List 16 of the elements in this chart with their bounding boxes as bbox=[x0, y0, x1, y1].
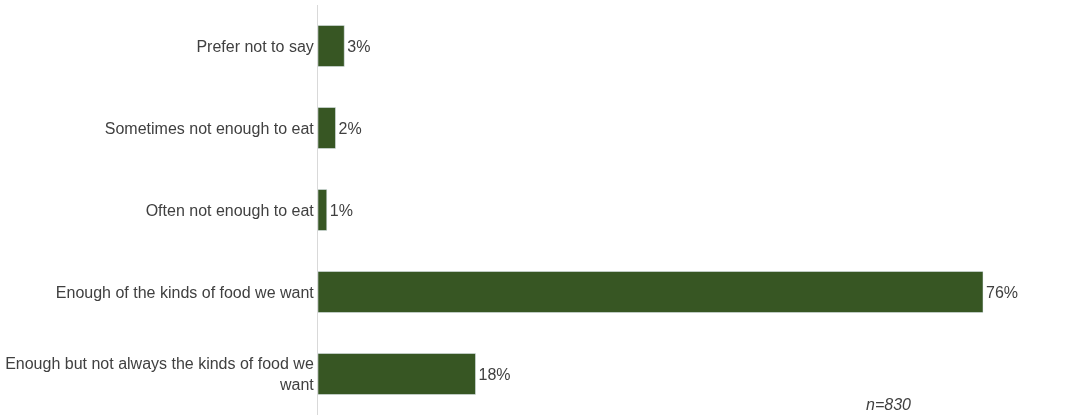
bar bbox=[318, 107, 336, 149]
y-tick-label: Enough but not always the kinds of food we want bbox=[5, 355, 315, 393]
annotation: n=830 bbox=[866, 396, 912, 413]
data-label: 2% bbox=[338, 119, 362, 137]
data-label: 18% bbox=[478, 365, 511, 383]
data-label: 76% bbox=[986, 283, 1019, 301]
y-tick-label: Prefer not to say bbox=[196, 37, 314, 55]
bar bbox=[318, 353, 476, 395]
y-tick-label: Sometimes not enough to eat bbox=[104, 119, 315, 137]
y-tick-label: Often not enough to eat bbox=[145, 201, 315, 219]
y-tick-label: Enough of the kinds of food we want bbox=[55, 283, 315, 301]
bar bbox=[318, 25, 345, 67]
bar bbox=[318, 271, 984, 313]
data-label: 1% bbox=[329, 201, 353, 219]
bar bbox=[318, 189, 327, 231]
data-label: 3% bbox=[347, 37, 371, 55]
